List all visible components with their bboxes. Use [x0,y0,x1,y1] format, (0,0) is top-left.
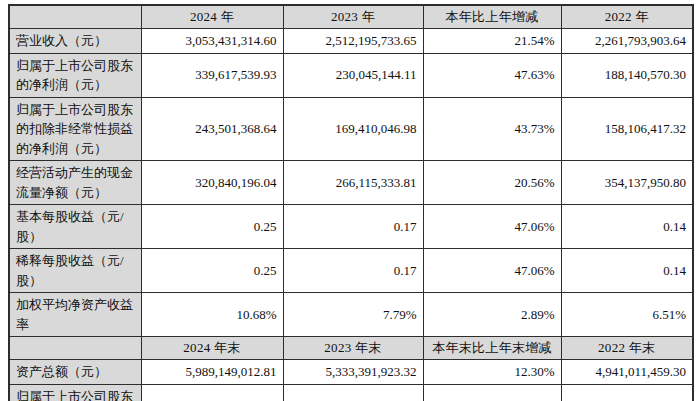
row-net-profit-deducting-nonrecurring: 归属于上市公司股东的扣除非经常性损益的净利润（元） 243,501,368.64… [9,97,693,161]
row-operating-cash-flow: 经营活动产生的现金流量净额（元） 320,840,196.04 266,115,… [9,161,693,205]
value-2024: 5,989,149,012.81 [141,360,283,385]
value-2024: 320,840,196.04 [141,161,283,205]
value-2022: 2,261,793,903.64 [561,29,693,54]
value-2023: 3,036,836,295.66 [283,384,423,401]
row-label: 稀释每股收益（元/股） [9,249,141,293]
value-2024: 0.25 [141,205,283,249]
col-header-yoy-change: 本年比上年增减 [423,5,561,29]
value-2022: 2,904,987,581.18 [561,384,693,401]
row-label: 营业收入（元） [9,29,141,54]
header-row-period-end: 2024 年末 2023 年末 本年末比上年末增减 2022 年末 [9,337,693,360]
value-2023: 0.17 [283,249,423,293]
value-change: 2.89% [423,293,561,337]
col-header-2024: 2024 年 [141,5,283,29]
value-change: 47.06% [423,205,561,249]
value-2022: 158,106,417.32 [561,97,693,161]
value-2023: 266,115,333.81 [283,161,423,205]
row-operating-revenue: 营业收入（元） 3,053,431,314.60 2,512,195,733.6… [9,29,693,54]
value-2022: 354,137,950.80 [561,161,693,205]
row-label: 归属于上市公司股东的扣除非经常性损益的净利润（元） [9,97,141,161]
value-change: 21.54% [423,29,561,54]
value-2023: 7.79% [283,293,423,337]
value-2023: 2,512,195,733.65 [283,29,423,54]
header-blank-cell [9,337,141,360]
value-2022: 188,140,570.30 [561,53,693,97]
value-2024: 3,053,431,314.60 [141,29,283,54]
value-change: 47.06% [423,249,561,293]
col-header-end-change: 本年末比上年末增减 [423,337,561,360]
value-change: 47.63% [423,53,561,97]
row-net-assets-attributable: 归属于上市公司股东的净资产（元） 3,712,290,387.71 3,036,… [9,384,693,401]
col-header-2024-end: 2024 年末 [141,337,283,360]
value-2023: 169,410,046.98 [283,97,423,161]
col-header-2023: 2023 年 [283,5,423,29]
value-2024: 10.68% [141,293,283,337]
row-weighted-average-roe: 加权平均净资产收益率 10.68% 7.79% 2.89% 6.51% [9,293,693,337]
row-diluted-eps: 稀释每股收益（元/股） 0.25 0.17 47.06% 0.14 [9,249,693,293]
value-2022: 0.14 [561,249,693,293]
value-2023: 0.17 [283,205,423,249]
value-2022: 4,941,011,459.30 [561,360,693,385]
value-2024: 243,501,368.64 [141,97,283,161]
row-label: 资产总额（元） [9,360,141,385]
value-change: 43.73% [423,97,561,161]
row-basic-eps: 基本每股收益（元/股） 0.25 0.17 47.06% 0.14 [9,205,693,249]
col-header-2022-end: 2022 年末 [561,337,693,360]
financial-summary-table: 2024 年 2023 年 本年比上年增减 2022 年 营业收入（元） 3,0… [8,4,694,401]
value-change: 12.30% [423,360,561,385]
value-2022: 0.14 [561,205,693,249]
col-header-2023-end: 2023 年末 [283,337,423,360]
row-label: 加权平均净资产收益率 [9,293,141,337]
row-label: 归属于上市公司股东的净资产（元） [9,384,141,401]
value-2023: 5,333,391,923.32 [283,360,423,385]
value-2023: 230,045,144.11 [283,53,423,97]
value-2024: 0.25 [141,249,283,293]
row-label: 经营活动产生的现金流量净额（元） [9,161,141,205]
header-row-annual: 2024 年 2023 年 本年比上年增减 2022 年 [9,5,693,29]
header-blank-cell [9,5,141,29]
row-label: 基本每股收益（元/股） [9,205,141,249]
col-header-2022: 2022 年 [561,5,693,29]
row-net-profit-attributable: 归属于上市公司股东的净利润（元） 339,617,539.93 230,045,… [9,53,693,97]
value-2024: 3,712,290,387.71 [141,384,283,401]
value-2022: 6.51% [561,293,693,337]
row-total-assets: 资产总额（元） 5,989,149,012.81 5,333,391,923.3… [9,360,693,385]
value-change: 20.56% [423,161,561,205]
row-label: 归属于上市公司股东的净利润（元） [9,53,141,97]
value-change: 22.24% [423,384,561,401]
value-2024: 339,617,539.93 [141,53,283,97]
